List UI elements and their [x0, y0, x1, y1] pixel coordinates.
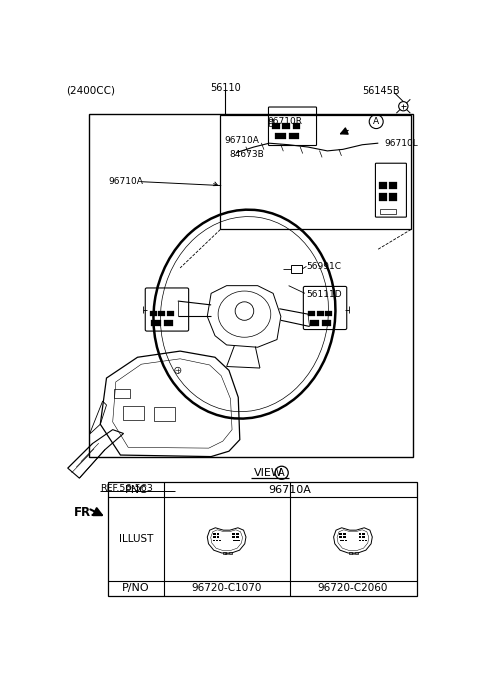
Text: 96710A: 96710A [108, 177, 143, 186]
Bar [213, 536, 216, 538]
Text: 56111D: 56111D [306, 290, 342, 299]
Bar [236, 532, 239, 535]
Bar [236, 536, 239, 538]
Bar [289, 133, 300, 139]
Bar [365, 540, 367, 541]
Bar [316, 311, 324, 316]
Bar [216, 536, 219, 538]
Bar [362, 532, 365, 535]
Bar [220, 116, 411, 229]
Text: REF.56-563: REF.56-563 [100, 483, 153, 492]
Bar [308, 311, 315, 316]
Bar [269, 118, 273, 126]
Bar [232, 532, 235, 535]
Text: PNC: PNC [124, 485, 147, 495]
Bar [152, 320, 161, 326]
Text: FR.: FR. [74, 507, 96, 520]
Bar [154, 407, 176, 421]
Bar [272, 123, 280, 129]
Bar [379, 193, 387, 201]
Bar [325, 311, 332, 316]
Bar [216, 532, 219, 535]
Bar [233, 540, 235, 541]
Bar [342, 540, 345, 541]
Bar [150, 311, 157, 316]
Bar [380, 209, 396, 214]
Bar [219, 540, 221, 541]
Bar [226, 553, 228, 554]
Bar [352, 553, 354, 554]
Bar [379, 182, 387, 190]
Bar [89, 114, 413, 458]
Text: 96710L: 96710L [384, 139, 418, 148]
Bar [389, 182, 397, 190]
Text: 96720-C2060: 96720-C2060 [318, 583, 388, 593]
Bar [216, 540, 218, 541]
Text: A: A [373, 117, 379, 126]
Bar [158, 311, 166, 316]
Text: P/NO: P/NO [122, 583, 150, 593]
Text: A: A [278, 468, 285, 478]
Bar [114, 389, 130, 398]
Bar [213, 532, 216, 535]
Text: 56991C: 56991C [306, 262, 341, 271]
Bar [389, 193, 397, 201]
Bar [164, 320, 173, 326]
Bar [108, 482, 417, 596]
Bar [340, 540, 342, 541]
Text: 56110: 56110 [210, 83, 240, 92]
Bar [359, 536, 361, 538]
Bar [167, 311, 174, 316]
Bar [343, 536, 346, 538]
Text: VIEW: VIEW [254, 468, 283, 478]
Bar [359, 532, 361, 535]
Bar [291, 265, 302, 273]
Bar [345, 540, 348, 541]
Bar [343, 532, 346, 535]
Bar [310, 320, 319, 326]
Bar [223, 552, 226, 554]
Bar [276, 133, 286, 139]
Text: 96710A: 96710A [269, 485, 312, 495]
Bar [339, 536, 342, 538]
Text: 96710R: 96710R [268, 117, 303, 126]
Bar [123, 406, 144, 420]
Text: ILLUST: ILLUST [119, 534, 153, 544]
Bar [322, 320, 331, 326]
Text: (2400CC): (2400CC) [66, 86, 115, 96]
Bar [213, 540, 216, 541]
Bar [362, 536, 365, 538]
Text: 96710A: 96710A [224, 137, 259, 146]
Bar [359, 540, 361, 541]
Bar [238, 540, 240, 541]
Text: 56145B: 56145B [362, 86, 400, 96]
Text: 96720-C1070: 96720-C1070 [192, 583, 262, 593]
Bar [362, 540, 364, 541]
Bar [339, 532, 342, 535]
Bar [232, 536, 235, 538]
Bar [228, 552, 232, 554]
Bar [355, 552, 358, 554]
Text: 84673B: 84673B [229, 150, 264, 159]
Bar [282, 123, 290, 129]
Bar [349, 552, 352, 554]
Bar [236, 540, 238, 541]
Bar [292, 123, 300, 129]
